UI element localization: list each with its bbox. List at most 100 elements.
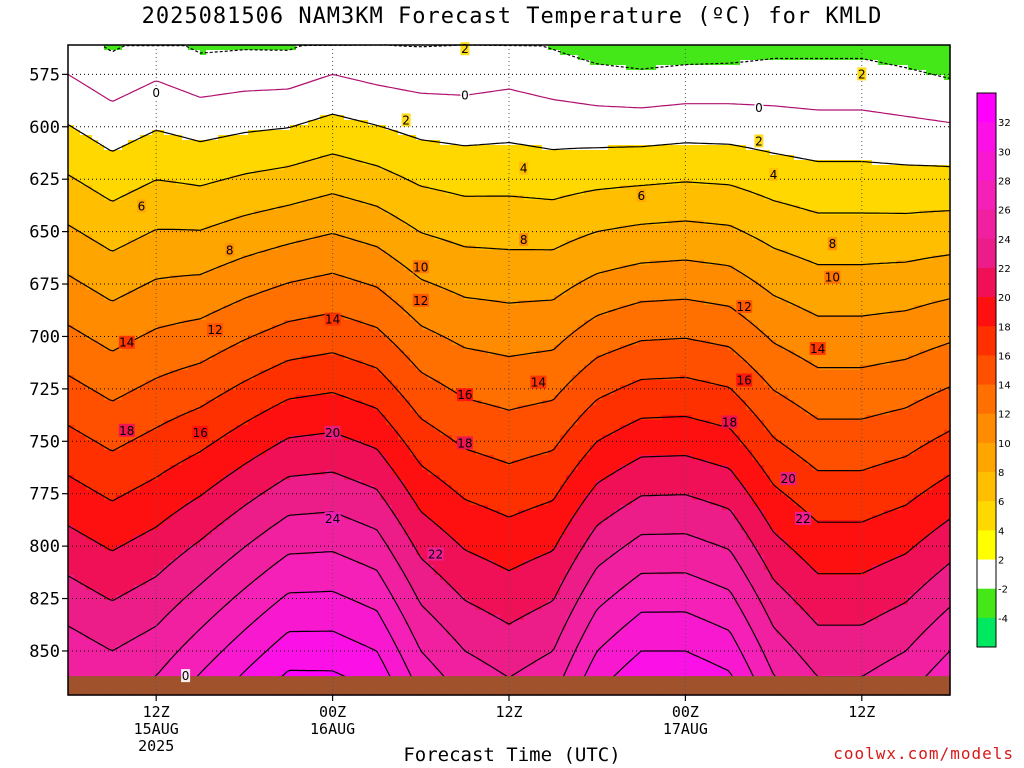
field-cell [134, 410, 141, 416]
field-cell [170, 580, 177, 586]
field-cell [122, 525, 129, 531]
field-cell [176, 415, 183, 421]
field-cell [218, 470, 225, 476]
field-cell [122, 480, 129, 486]
field-cell [170, 255, 177, 261]
field-cell [278, 325, 285, 331]
field-cell [218, 215, 225, 221]
field-cell [212, 415, 219, 421]
field-cell [206, 300, 213, 306]
field-cell [74, 130, 81, 136]
field-cell [182, 295, 189, 301]
field-cell [200, 635, 207, 641]
field-cell [74, 655, 81, 661]
field-cell [290, 290, 297, 296]
field-cell [68, 290, 75, 296]
field-cell [80, 465, 87, 471]
field-cell [122, 290, 129, 296]
field-cell [290, 470, 297, 476]
field-cell [278, 155, 285, 161]
field-cell [98, 400, 105, 406]
field-cell [74, 185, 81, 191]
field-cell [188, 500, 195, 506]
field-cell [74, 385, 81, 391]
field-cell [152, 170, 159, 176]
field-cell [158, 605, 165, 611]
field-cell [260, 135, 267, 141]
field-cell [158, 215, 165, 221]
field-cell [194, 670, 201, 676]
field-cell [122, 575, 129, 581]
field-cell [236, 240, 243, 246]
field-cell [68, 620, 75, 626]
field-cell [242, 155, 249, 161]
field-cell [122, 325, 129, 331]
field-cell [152, 580, 159, 586]
field-cell [182, 415, 189, 421]
field-cell [242, 405, 249, 411]
field-cell [224, 640, 231, 646]
field-cell [92, 230, 99, 236]
field-cell [200, 380, 207, 386]
field-cell [242, 610, 249, 616]
field-cell [134, 95, 141, 101]
field-cell [128, 535, 135, 541]
field-cell [74, 390, 81, 396]
field-cell [140, 610, 147, 616]
field-cell [140, 280, 147, 286]
field-cell [260, 600, 267, 606]
field-cell [98, 190, 105, 196]
field-cell [266, 85, 273, 91]
field-cell [218, 45, 225, 51]
field-cell [296, 290, 303, 296]
field-cell [188, 525, 195, 531]
field-cell [110, 550, 117, 556]
field-cell [134, 640, 141, 646]
field-cell [140, 560, 147, 566]
field-cell [146, 545, 153, 551]
field-cell [110, 90, 117, 96]
field-cell [266, 650, 273, 656]
field-cell [200, 240, 207, 246]
field-cell [212, 470, 219, 476]
field-cell [200, 95, 207, 101]
field-cell [164, 60, 171, 66]
field-cell [86, 430, 93, 436]
field-cell [242, 195, 249, 201]
field-cell [272, 615, 279, 621]
field-cell [98, 655, 105, 661]
field-cell [266, 210, 273, 216]
field-cell [128, 625, 135, 631]
field-cell [224, 125, 231, 131]
field-cell [272, 95, 279, 101]
field-cell [194, 110, 201, 116]
field-cell [176, 610, 183, 616]
field-cell [278, 550, 285, 556]
field-cell [92, 430, 99, 436]
field-cell [188, 535, 195, 541]
field-cell [182, 530, 189, 536]
field-cell [266, 70, 273, 76]
field-cell [140, 540, 147, 546]
field-cell [296, 145, 303, 151]
field-cell [146, 220, 153, 226]
field-cell [164, 85, 171, 91]
field-cell [92, 385, 99, 391]
field-cell [224, 90, 231, 96]
field-cell [104, 185, 111, 191]
field-cell [248, 595, 255, 601]
field-cell [170, 340, 177, 346]
field-cell [98, 445, 105, 451]
field-cell [152, 420, 159, 426]
field-cell [104, 250, 111, 256]
field-cell [74, 620, 81, 626]
field-cell [74, 155, 81, 161]
field-cell [128, 135, 135, 141]
field-cell [272, 250, 279, 256]
field-cell [224, 670, 231, 676]
field-cell [260, 290, 267, 296]
field-cell [224, 515, 231, 521]
field-cell [140, 160, 147, 166]
field-cell [74, 290, 81, 296]
field-cell [188, 225, 195, 231]
